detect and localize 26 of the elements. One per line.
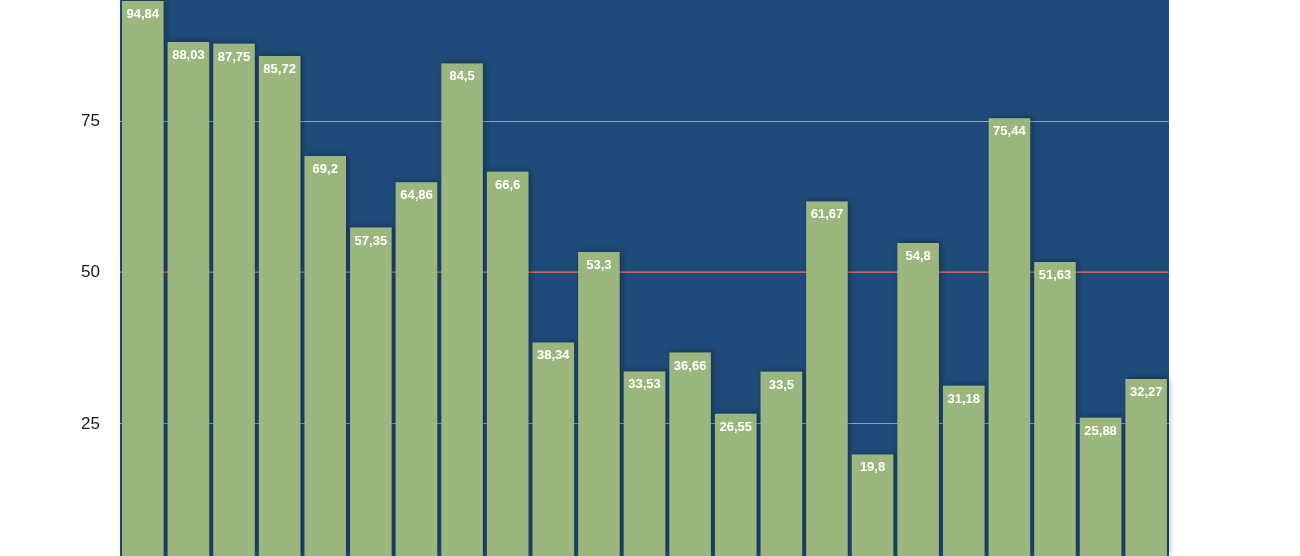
data-label: 38,34 <box>537 347 571 363</box>
data-label: 61,67 <box>810 206 844 222</box>
data-label: 32,27 <box>1129 384 1163 400</box>
data-label: 33,5 <box>768 376 794 392</box>
data-label: 66,6 <box>495 176 521 192</box>
data-label: 75,44 <box>993 123 1027 139</box>
data-label: 85,72 <box>263 61 296 77</box>
y-tick-label: 25 <box>81 413 100 433</box>
data-label: 54,8 <box>905 247 931 263</box>
y-tick-label: 50 <box>81 262 100 282</box>
data-label: 31,18 <box>947 390 981 406</box>
data-label: 94,84 <box>126 5 160 21</box>
data-label: 51,63 <box>1038 267 1072 283</box>
data-label: 64,86 <box>400 187 433 203</box>
data-label: 33,53 <box>628 376 661 392</box>
data-label: 87,75 <box>217 48 251 64</box>
data-label: 53,3 <box>586 257 612 273</box>
data-label: 84,5 <box>449 68 475 84</box>
data-label: 19,8 <box>859 459 886 475</box>
data-label: 69,2 <box>312 160 338 176</box>
data-label: 36,66 <box>673 357 707 373</box>
data-label: 57,35 <box>354 232 388 248</box>
data-label: 88,03 <box>172 47 205 63</box>
data-label: 25,88 <box>1084 422 1117 438</box>
data-label: 26,55 <box>719 418 752 434</box>
y-tick-label: 75 <box>81 111 100 131</box>
